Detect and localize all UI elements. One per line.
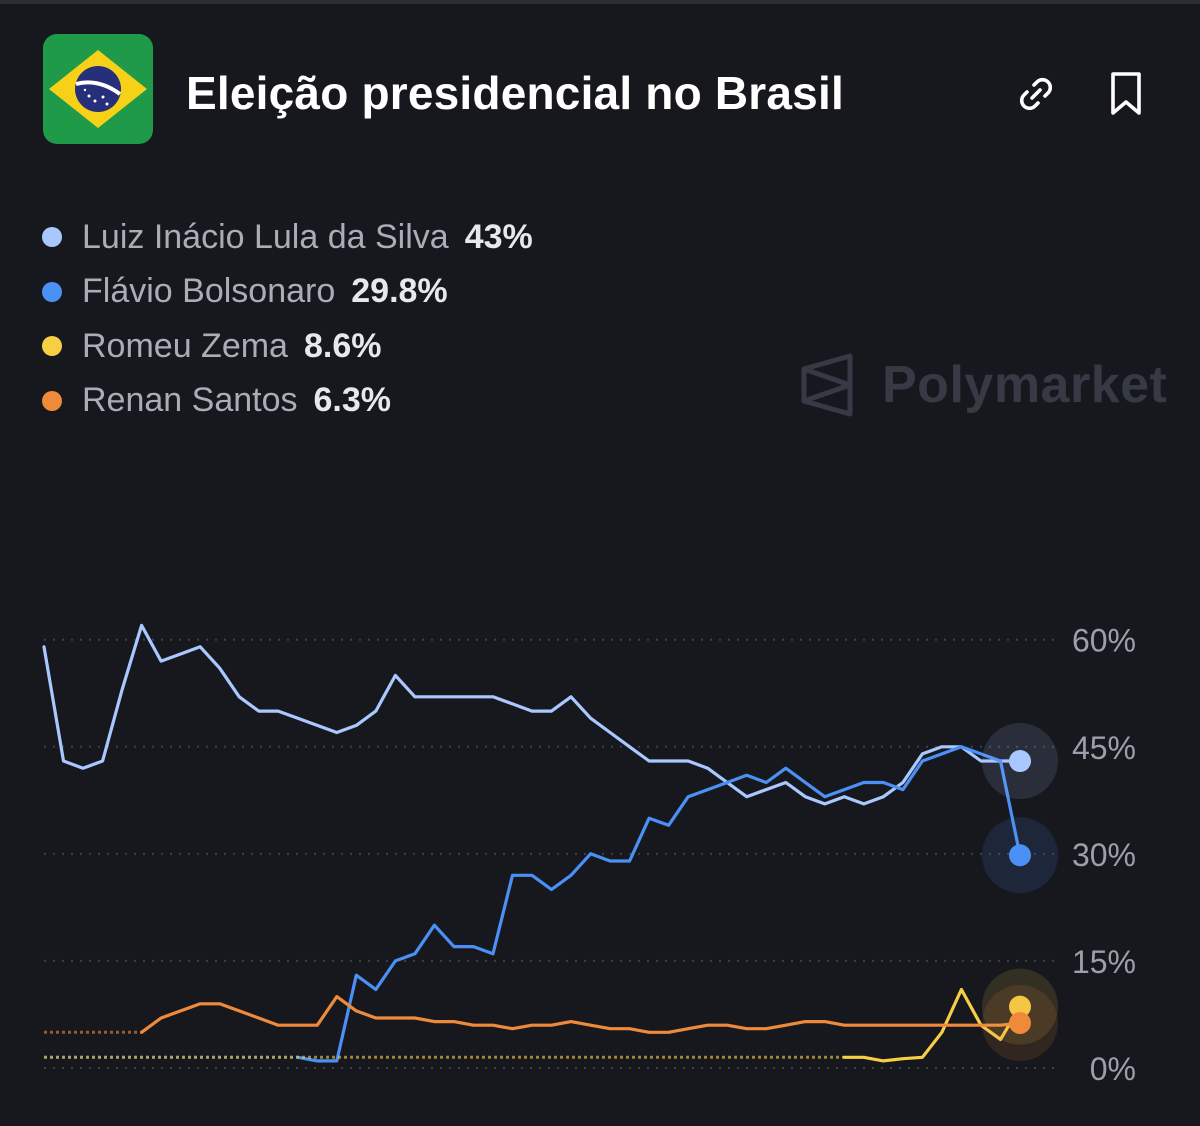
chart-legend: Luiz Inácio Lula da Silva 43% Flávio Bol… — [42, 210, 533, 428]
top-divider — [0, 0, 1200, 4]
legend-dot-lula — [42, 227, 62, 248]
legend-value: 8.6% — [303, 326, 382, 365]
y-tick-label: 45% — [1072, 730, 1136, 766]
endpoint-marker-renan-santos — [1009, 1012, 1031, 1035]
series-line-romeu-zema — [842, 987, 1022, 1063]
link-icon[interactable] — [1008, 66, 1064, 122]
legend-value: 29.8% — [351, 272, 448, 311]
legend-name: Luiz Inácio Lula da Silva — [82, 217, 449, 256]
header: Eleição presidencial no Brasil — [0, 0, 1200, 170]
y-tick-label: 60% — [1072, 623, 1136, 659]
legend-name: Renan Santos — [82, 381, 298, 420]
endpoint-marker-romeu-zema — [1009, 995, 1031, 1018]
polymarket-logo-icon — [801, 353, 853, 417]
legend-name: Romeu Zema — [82, 326, 288, 365]
y-tick-label: 30% — [1072, 837, 1136, 873]
legend-dot-flavio — [42, 281, 62, 302]
legend-item-zema[interactable]: Romeu Zema 8.6% — [42, 319, 533, 374]
polymarket-watermark: Polymarket — [798, 352, 1167, 418]
legend-value: 43% — [464, 217, 533, 256]
watermark-text: Polymarket — [882, 356, 1168, 414]
legend-item-lula[interactable]: Luiz Inácio Lula da Silva 43% — [42, 210, 533, 265]
page-title: Eleição presidencial no Brasil — [186, 67, 844, 119]
legend-dot-zema — [42, 336, 62, 357]
legend-dot-renan — [42, 390, 62, 411]
endpoint-marker-flavio-bolsonaro — [1009, 844, 1031, 867]
endpoint-marker-luiz-inacio-lula-da-silva — [1009, 750, 1031, 773]
y-tick-label: 0% — [1090, 1051, 1136, 1087]
bookmark-icon[interactable] — [1098, 66, 1154, 122]
legend-name: Flávio Bolsonaro — [82, 272, 336, 311]
y-tick-label: 15% — [1072, 944, 1136, 980]
series-line-flavio-bolsonaro — [296, 745, 1022, 1063]
brazil-flag-icon — [43, 34, 153, 144]
series-line-luiz-inacio-lula-da-silva — [42, 623, 1022, 806]
line-chart: 0% 15% 30% 45% 60% — [42, 623, 1136, 1087]
legend-value: 6.3% — [313, 381, 392, 420]
legend-item-flavio[interactable]: Flávio Bolsonaro 29.8% — [42, 265, 533, 320]
series-line-renan-santos — [140, 995, 1022, 1034]
legend-item-renan[interactable]: Renan Santos 6.3% — [42, 374, 533, 429]
